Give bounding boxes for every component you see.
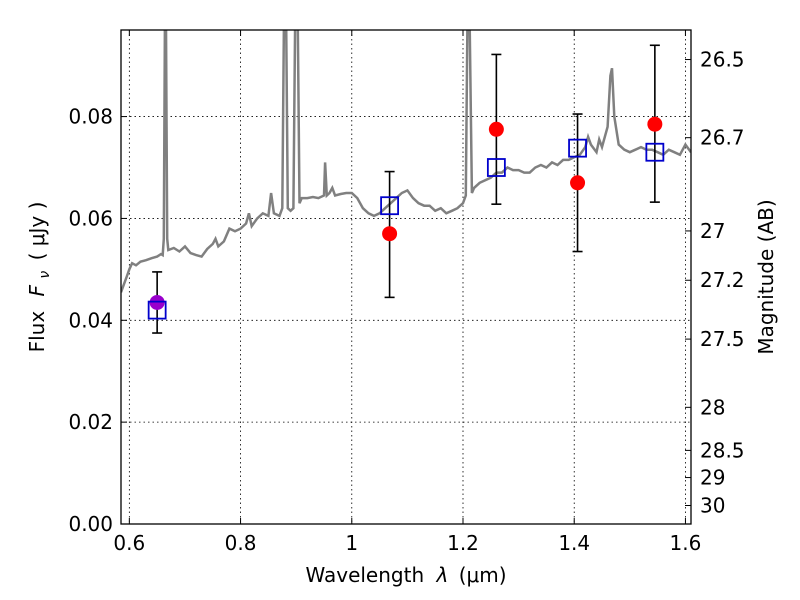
x-tick-label: 1.6 (670, 531, 702, 555)
x-tick-label: 0.6 (113, 531, 145, 555)
y2-tick-label: 27.2 (700, 268, 745, 292)
y-axis-label-symbol: F (25, 284, 49, 296)
x-tick-labels: 0.6 0.8 1 1.2 1.4 1.6 (113, 531, 701, 555)
model-square (486, 158, 506, 177)
x-axis-label-text: Wavelength (305, 563, 424, 587)
y-tick-labels: 0.00 0.02 0.04 0.06 0.08 (68, 105, 113, 536)
y-tick-label: 0.04 (68, 308, 113, 332)
x-axis-label-unit: (μm) (459, 563, 507, 587)
y-tick-label: 0.06 (68, 206, 113, 230)
y2-tick-label: 28 (700, 395, 725, 419)
x-axis-label-symbol: λ (436, 563, 449, 587)
y-tick-label: 0.08 (68, 105, 113, 129)
y-tick-label: 0.02 (68, 410, 113, 434)
x-tick-label: 1 (345, 531, 358, 555)
observed-point (647, 116, 663, 132)
model-square (147, 300, 167, 320)
x-tick-label: 1.2 (447, 531, 479, 555)
x-tick-label: 0.8 (225, 531, 257, 555)
y2-tick-label: 30 (700, 494, 725, 518)
y-axis-label-text: Flux (25, 311, 49, 353)
y2-tick-label: 27 (700, 219, 725, 243)
y2-tick-label: 27.5 (700, 327, 745, 351)
plot-frame (120, 29, 692, 525)
model-square (568, 138, 587, 158)
observed-points (149, 116, 663, 310)
y2-tick-label: 26.5 (700, 48, 745, 72)
grid-lines (121, 30, 691, 524)
y2-tick-label: 29 (700, 466, 725, 490)
model-band-points (147, 138, 665, 320)
y2-axis-label: Magnitude (AB) (754, 199, 778, 354)
y-axis-label-unit: ( μJy ) (25, 202, 49, 261)
y2-tick-labels: 26.5 26.7 27 27.2 27.5 28 28.5 29 30 (700, 48, 745, 518)
model-spectrum-line (121, 30, 691, 293)
y-tick-label: 0.00 (68, 512, 113, 536)
y-axis-label-symbol-sub: ν (37, 271, 53, 279)
x-axis-label: Wavelength λ (μm) (305, 563, 506, 587)
x-tick-label: 1.4 (558, 531, 590, 555)
observed-error-bars (152, 44, 660, 334)
y2-tick-label: 26.7 (700, 126, 745, 150)
axis-ticks (121, 30, 691, 525)
observed-point (382, 226, 398, 242)
model-square (645, 142, 665, 162)
y2-tick-label: 28.5 (700, 438, 745, 462)
observed-point (488, 121, 504, 137)
observed-point (570, 175, 586, 191)
y-axis-label: Flux F ν ( μJy ) (25, 202, 54, 353)
model-square (380, 196, 399, 216)
